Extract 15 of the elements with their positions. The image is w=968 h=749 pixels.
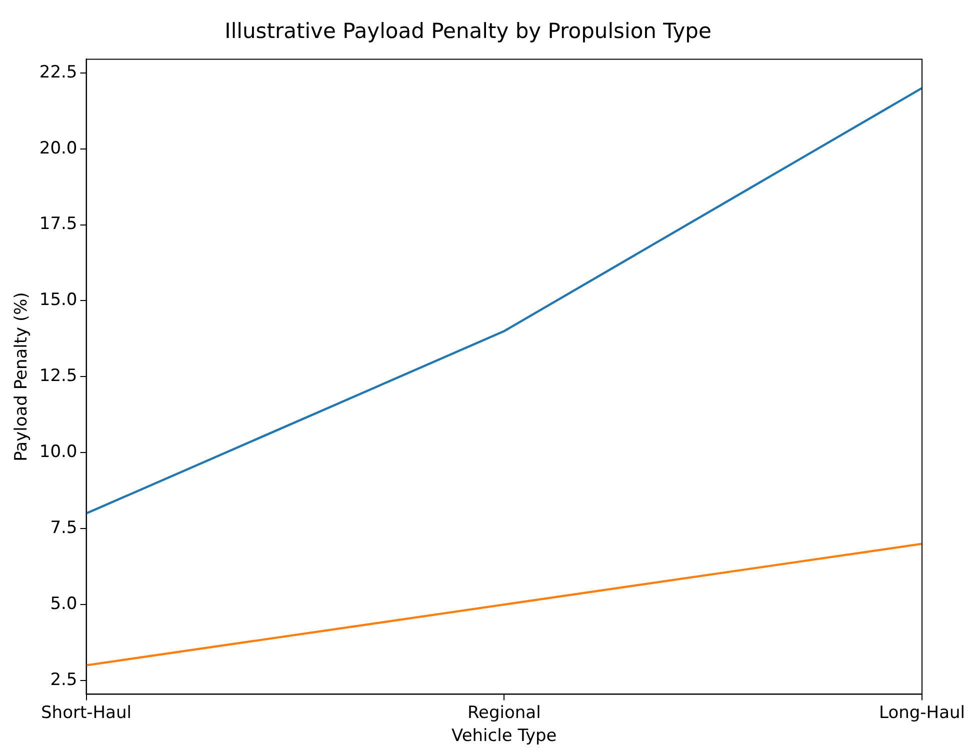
y-tick-label: 10.0: [39, 442, 78, 462]
chart-title: Illustrative Payload Penalty by Propulsion Type: [224, 19, 712, 44]
y-tick-label: 12.5: [39, 366, 78, 386]
y-tick-label: 2.5: [50, 670, 78, 690]
y-tick-label: 7.5: [50, 518, 78, 538]
y-tick-label: 15.0: [39, 290, 78, 310]
y-tick-label: 5.0: [50, 594, 78, 614]
y-tick-label: 22.5: [39, 62, 78, 82]
y-tick-label: 17.5: [39, 214, 78, 234]
x-tick-label: Long-Haul: [879, 702, 966, 723]
y-axis-title: Payload Penalty (%): [12, 292, 32, 462]
x-tick-label: Short-Haul: [41, 702, 132, 723]
x-axis-title: Vehicle Type: [452, 726, 557, 746]
x-tick-label: Regional: [467, 702, 541, 723]
y-tick-label: 20.0: [39, 138, 78, 158]
